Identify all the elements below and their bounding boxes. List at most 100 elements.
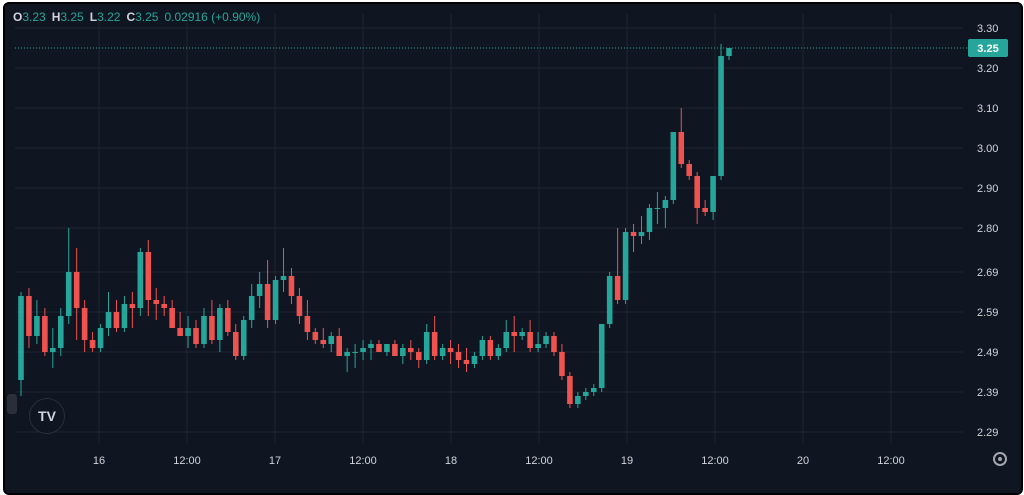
candle-down [694,176,700,208]
candle-down [527,332,533,348]
candle-up [575,396,581,404]
tradingview-logo-icon[interactable]: TV [29,398,65,434]
candle-up [646,208,653,232]
candle-up [590,388,597,392]
candle-down [320,340,327,344]
y-tick-label: 3.20 [977,63,998,75]
y-tick-label: 3.30 [977,23,998,35]
candle-up [57,316,64,348]
candle-up [479,340,486,356]
candle-up [710,176,716,212]
candle-up [256,284,263,296]
candle-up [105,312,112,328]
candle-up [328,336,335,344]
candle-down [447,348,454,352]
candle-down [26,296,32,336]
candle-up [34,316,40,336]
candle-up [503,332,510,348]
x-tick-label: 12:00 [701,455,729,467]
candle-up [344,352,350,356]
candle-down [312,332,319,340]
candle-down [296,296,303,316]
y-tick-label: 2.90 [977,183,998,195]
scroll-handle[interactable] [7,394,17,414]
candle-up [50,348,56,352]
candle-down [455,352,462,360]
candle-down [177,328,183,336]
x-tick-label: 17 [269,455,281,467]
candle-down [551,336,557,352]
candle-down [415,352,422,360]
open-value: 3.23 [22,10,46,24]
candle-down [686,164,693,176]
candle-down [678,132,685,164]
chart-frame: 3.30 3.20 3.10 3.00 2.90 2.80 2.69 2.59 2.49 2.39… [3,2,1023,495]
x-tick-label: 16 [93,455,105,467]
low-label: L [89,10,98,24]
candle-up [495,348,502,356]
high-label: H [51,10,61,24]
candle-up [598,324,605,388]
candle-down [153,300,160,304]
candle-down [392,344,398,356]
y-tick-label: 2.80 [977,223,998,235]
candle-up [185,328,191,336]
candle-down [81,308,88,340]
candle-down [463,360,470,364]
candle-down [288,276,295,296]
candle-up [384,344,390,352]
x-tick-label: 12:00 [349,455,377,467]
candle-up [638,232,645,236]
candle-up [352,352,358,353]
high-value: 3.25 [60,10,84,24]
candle-up [718,56,724,176]
candle-down [336,336,342,356]
candle-up [726,48,732,56]
low-value: 3.22 [97,10,121,24]
candle-up [360,348,366,352]
candle-down [376,344,382,352]
candle-down [129,304,136,308]
y-tick-label: 3.10 [977,103,998,115]
candle-up [240,320,247,356]
candle-up [535,344,541,348]
candle-down [431,332,438,356]
candle-down [145,252,152,300]
open-label: O [13,10,23,24]
x-tick-label: 20 [797,455,809,467]
candle-down [614,276,621,300]
candle-up [583,392,589,396]
y-tick-label: 3.00 [977,143,998,155]
candle-down [408,348,414,352]
candle-up [272,280,279,320]
candle-up [217,308,223,340]
close-label: C [126,10,136,24]
y-tick-label: 2.59 [977,307,998,319]
candlestick-chart[interactable]: 3.30 3.20 3.10 3.00 2.90 2.80 2.69 2.59 2.49 2.39… [5,4,1021,493]
candle-down [161,304,167,308]
candle-up [368,344,374,348]
candle-up [670,132,677,200]
candle-up [519,332,525,336]
candle-down [193,328,199,344]
candle-down [209,316,215,340]
candle-up [622,232,629,300]
gear-icon[interactable] [993,452,1007,466]
y-tick-label: 2.69 [977,267,998,279]
candle-up [543,336,549,344]
last-price-tag-label: 3.25 [977,43,998,55]
candle-down [702,208,708,212]
candle-up [121,304,128,328]
candle-down [264,284,271,320]
candle-up [400,348,406,356]
candle-up [201,316,207,344]
candle-down [42,316,48,352]
x-tick-label: 12:00 [173,455,201,467]
y-tick-label: 2.39 [977,387,998,399]
change-value: 0.02916 (+0.90%) [164,10,261,24]
logo-text: TV [38,408,56,424]
candle-down [73,272,80,308]
candle-up [280,276,287,280]
candle-down [511,332,517,336]
x-tick-label: 12:00 [525,455,553,467]
